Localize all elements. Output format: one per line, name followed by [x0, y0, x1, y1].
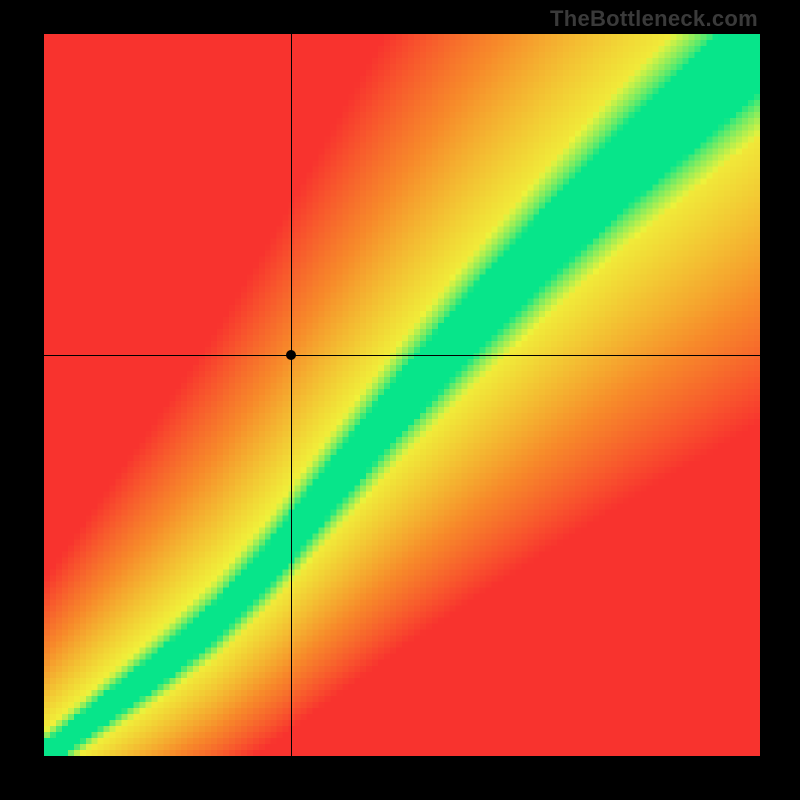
watermark-text: TheBottleneck.com	[550, 6, 758, 32]
bottleneck-heatmap	[44, 34, 760, 756]
heatmap-canvas	[44, 34, 760, 756]
crosshair-vertical	[291, 34, 292, 756]
crosshair-marker	[286, 350, 296, 360]
crosshair-horizontal	[44, 355, 760, 356]
